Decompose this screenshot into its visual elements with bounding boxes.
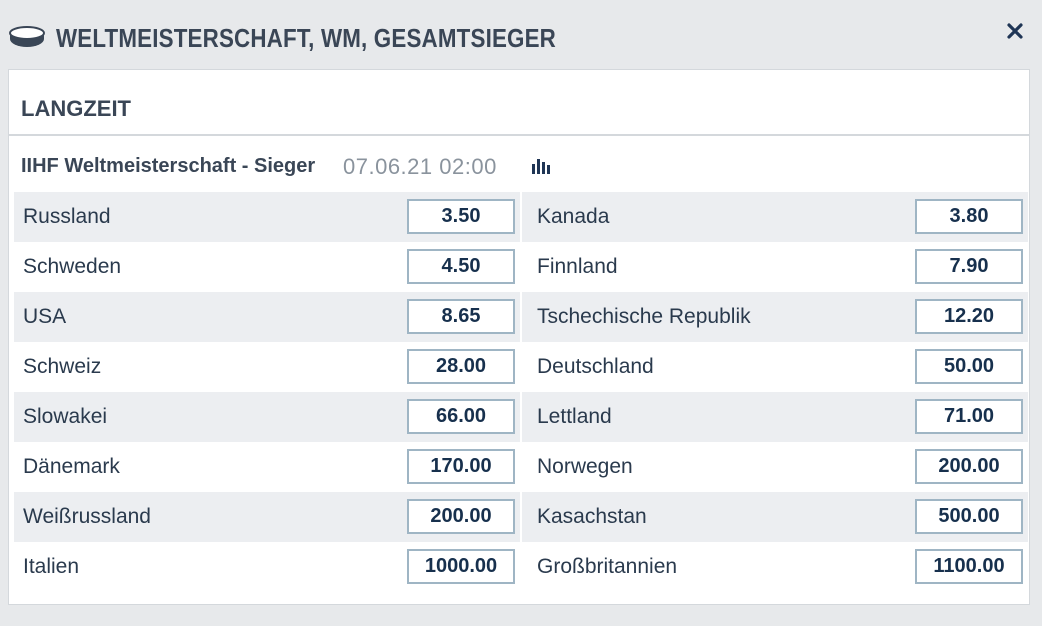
odd-button[interactable]: 200.00 xyxy=(407,499,515,534)
section-divider xyxy=(9,134,1029,136)
odd-button[interactable]: 1000.00 xyxy=(407,549,515,584)
odd-button[interactable]: 8.65 xyxy=(407,299,515,334)
hockey-puck-icon xyxy=(9,26,45,47)
selection-cell: Schweiz 28.00 xyxy=(14,342,520,392)
statistics-icon[interactable] xyxy=(531,158,553,174)
odd-button[interactable]: 4.50 xyxy=(407,249,515,284)
odds-row: Weißrussland 200.00 Kasachstan 500.00 xyxy=(14,492,1028,542)
selection-cell: USA 8.65 xyxy=(14,292,520,342)
team-name: Tschechische Republik xyxy=(537,305,751,328)
team-name: Russland xyxy=(23,205,111,228)
odd-button[interactable]: 7.90 xyxy=(915,249,1023,284)
team-name: Schweden xyxy=(23,255,122,278)
selection-cell: Tschechische Republik 12.20 xyxy=(522,292,1028,342)
market-name: IIHF Weltmeisterschaft - Sieger xyxy=(21,155,316,177)
odd-button[interactable]: 71.00 xyxy=(915,399,1023,434)
team-name: USA xyxy=(23,305,67,328)
team-name: Lettland xyxy=(537,405,612,428)
odd-button[interactable]: 1100.00 xyxy=(915,549,1023,584)
team-name: Schweiz xyxy=(23,355,102,378)
market-header: WELTMEISTERSCHAFT, WM, GESAMTSIEGER xyxy=(0,0,1042,70)
odd-button[interactable]: 3.50 xyxy=(407,199,515,234)
odd-button[interactable]: 500.00 xyxy=(915,499,1023,534)
odds-grid: Russland 3.50 Kanada 3.80 Schweden 4.50 Finnla… xyxy=(14,192,1028,592)
selection-cell: Finnland 7.90 xyxy=(522,242,1028,292)
selection-cell: Slowakei 66.00 xyxy=(14,392,520,442)
team-name: Dänemark xyxy=(23,455,120,478)
page-title: WELTMEISTERSCHAFT, WM, GESAMTSIEGER xyxy=(56,23,557,53)
odds-row: Russland 3.50 Kanada 3.80 xyxy=(14,192,1028,242)
section-title: LANGZEIT xyxy=(21,96,131,121)
selection-cell: Schweden 4.50 xyxy=(14,242,520,292)
odds-row: Schweden 4.50 Finnland 7.90 xyxy=(14,242,1028,292)
selection-cell: Lettland 71.00 xyxy=(522,392,1028,442)
odd-button[interactable]: 3.80 xyxy=(915,199,1023,234)
selection-cell: Italien 1000.00 xyxy=(14,542,520,592)
team-name: Kanada xyxy=(537,205,610,228)
team-name: Italien xyxy=(23,555,80,578)
selection-cell: Russland 3.50 xyxy=(14,192,520,242)
team-name: Großbritannien xyxy=(537,555,678,578)
odds-row: Dänemark 170.00 Norwegen 200.00 xyxy=(14,442,1028,492)
selection-cell: Kasachstan 500.00 xyxy=(522,492,1028,542)
team-name: Slowakei xyxy=(23,405,108,428)
odd-button[interactable]: 200.00 xyxy=(915,449,1023,484)
odds-panel: LANGZEIT IIHF Weltmeisterschaft - Sieger… xyxy=(8,69,1030,605)
team-name: Deutschland xyxy=(537,355,654,378)
selection-cell: Norwegen 200.00 xyxy=(522,442,1028,492)
odds-row: Schweiz 28.00 Deutschland 50.00 xyxy=(14,342,1028,392)
odd-button[interactable]: 66.00 xyxy=(407,399,515,434)
selection-cell: Großbritannien 1100.00 xyxy=(522,542,1028,592)
odds-row: Italien 1000.00 Großbritannien 1100.00 xyxy=(14,542,1028,592)
odd-button[interactable]: 50.00 xyxy=(915,349,1023,384)
selection-cell: Weißrussland 200.00 xyxy=(14,492,520,542)
odds-row: USA 8.65 Tschechische Republik 12.20 xyxy=(14,292,1028,342)
team-name: Finnland xyxy=(537,255,618,278)
selection-cell: Deutschland 50.00 xyxy=(522,342,1028,392)
odd-button[interactable]: 28.00 xyxy=(407,349,515,384)
selection-cell: Dänemark 170.00 xyxy=(14,442,520,492)
team-name: Kasachstan xyxy=(537,505,647,528)
team-name: Norwegen xyxy=(537,455,633,478)
close-icon[interactable] xyxy=(1004,20,1026,42)
odd-button[interactable]: 170.00 xyxy=(407,449,515,484)
odds-row: Slowakei 66.00 Lettland 71.00 xyxy=(14,392,1028,442)
odd-button[interactable]: 12.20 xyxy=(915,299,1023,334)
selection-cell: Kanada 3.80 xyxy=(522,192,1028,242)
market-date: 07.06.21 02:00 xyxy=(343,154,497,179)
team-name: Weißrussland xyxy=(23,505,151,528)
